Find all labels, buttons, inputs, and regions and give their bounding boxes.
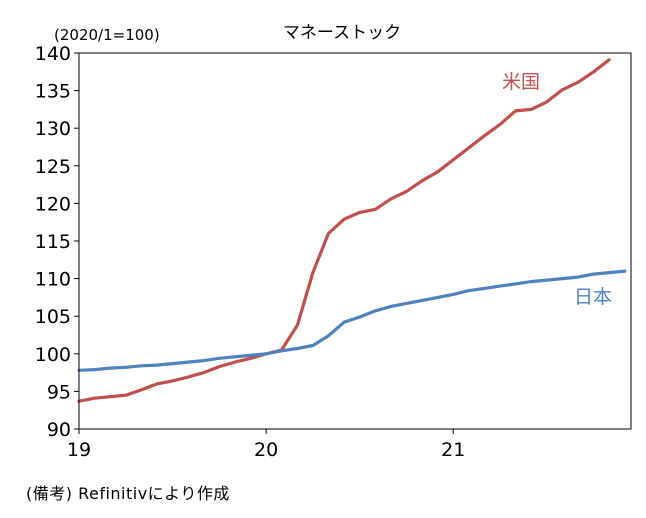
x-tick-label: 19 (67, 439, 91, 461)
source-note: (備考) Refinitivにより作成 (26, 484, 230, 503)
y-tick-label: 95 (47, 381, 71, 403)
y-tick-label: 120 (35, 193, 71, 215)
x-tick-label: 20 (254, 439, 278, 461)
chart-title: マネーストック (283, 23, 401, 43)
axes-layer (78, 52, 632, 430)
series-line-us (77, 58, 611, 403)
y-tick-label: 105 (35, 306, 71, 328)
y-tick-label: 115 (35, 231, 71, 253)
x-tick-label: 21 (441, 439, 465, 461)
series-layer (77, 58, 627, 403)
series-label-us: 米国 (502, 71, 540, 93)
y-tick-label: 125 (35, 156, 71, 178)
unit-label: (2020/1=100) (54, 26, 160, 44)
series-label-japan: 日本 (574, 286, 612, 308)
series-line-japan (77, 269, 627, 372)
y-tick-label: 110 (35, 269, 71, 291)
ticks-layer: 90 95 100 105 110 115 120 125 130 135 140 19 20 21 (35, 43, 466, 461)
y-tick-label: 100 (35, 344, 71, 366)
plot-frame (78, 52, 632, 430)
y-tick-label: 130 (35, 118, 71, 140)
y-tick-label: 90 (47, 419, 71, 441)
y-tick-label: 135 (35, 81, 71, 103)
y-tick-label: 140 (35, 43, 71, 65)
